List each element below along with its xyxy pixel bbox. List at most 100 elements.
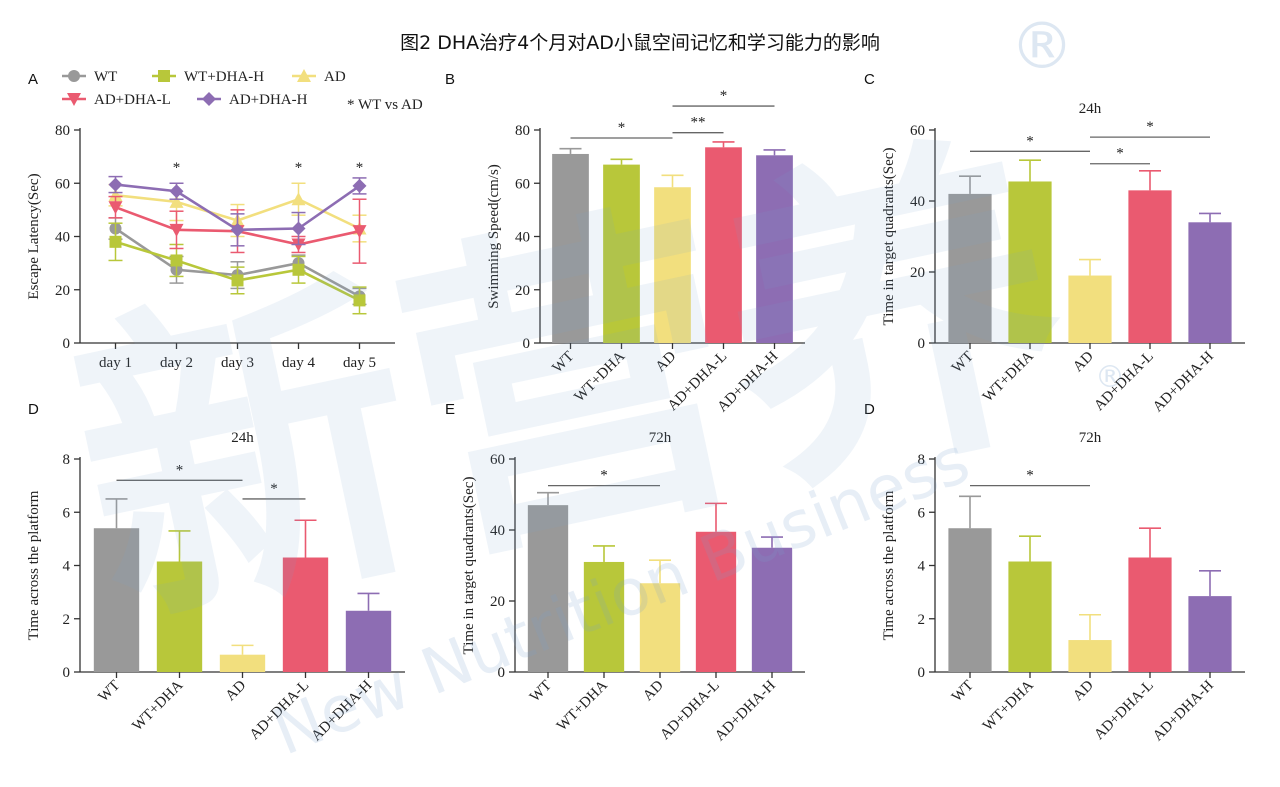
- y-tick-label: 2: [918, 612, 926, 628]
- panel-letter: D: [28, 401, 39, 418]
- legend-item-wt: WT: [62, 69, 117, 85]
- y-tick-label: 8: [63, 452, 71, 468]
- y-tick-label: 0: [918, 336, 926, 352]
- x-tick-label: AD+DHA-L: [247, 678, 313, 744]
- point-wt-dha-h: [170, 254, 183, 267]
- point-ad: [169, 194, 184, 208]
- bar-ad-dha-h: [756, 155, 793, 343]
- panel-letter: B: [445, 71, 455, 88]
- bar-wt-dha: [156, 561, 203, 672]
- y-tick-label: 0: [63, 336, 71, 352]
- x-tick-label: WT: [550, 349, 578, 377]
- legend-marker-ad-dha-l: [67, 93, 81, 106]
- y-axis-title: Escape Latency(Sec): [26, 173, 42, 299]
- x-tick-label: day 1: [99, 355, 132, 371]
- point-ad: [291, 192, 306, 206]
- chart-platform-crossings-72h: 0 2 4 6 8 Time across the platform D 72h WT WT+DH…: [864, 401, 1245, 744]
- point-ad-dha-h: [169, 184, 184, 199]
- legend-marker-wt: [68, 70, 80, 82]
- bar-wt-dha: [603, 164, 640, 343]
- legend-marker-wt-dha-h: [158, 70, 170, 82]
- y-tick-label: 40: [55, 230, 70, 246]
- bar-wt: [552, 153, 589, 343]
- bar-wt-dha: [1008, 561, 1052, 672]
- y-axis-title: Time in target quadrants(Sec): [461, 477, 477, 655]
- significance-label: *: [720, 88, 728, 104]
- y-tick-label: 80: [515, 123, 530, 139]
- subplot-title: 72h: [1079, 430, 1102, 446]
- panel-d-platform-crossings-72h: 0 2 4 6 8 Time across the platform D 72h WT WT+DH…: [850, 400, 1280, 787]
- panel-b-swimming-speed: 0 20 40 60 80 Swimming Speed(cm/s) B WT WT+DHA AD…: [430, 60, 850, 415]
- chart-target-quadrants-72h: 0 20 40 60 Time in target quadrants(Sec) E 72h…: [445, 401, 805, 744]
- point-ad-dha-h: [108, 177, 123, 192]
- point-ad-dha-l: [352, 225, 367, 239]
- bar-ad-dha-l: [1128, 557, 1172, 672]
- y-tick-label: 20: [515, 283, 530, 299]
- bar-ad-dha-h: [1188, 596, 1232, 672]
- panel-letter: A: [28, 71, 38, 88]
- x-tick-label: WT+DHA: [572, 348, 629, 405]
- significance-label: *: [1026, 133, 1034, 149]
- x-tick-label: day 4: [282, 355, 315, 371]
- bar-ad: [639, 583, 681, 672]
- y-tick-label: 40: [910, 194, 925, 210]
- bar-ad-dha-h: [751, 547, 793, 672]
- bar-wt: [948, 528, 992, 672]
- point-ad-dha-h: [291, 221, 306, 236]
- y-tick-label: 60: [910, 123, 925, 139]
- y-tick-label: 20: [910, 265, 925, 281]
- significance-label: *: [295, 160, 303, 176]
- x-tick-label: AD+DHA-L: [1091, 678, 1157, 744]
- x-tick-label: AD: [223, 677, 250, 704]
- x-tick-label: WT+DHA: [130, 677, 187, 734]
- point-ad: [108, 188, 123, 202]
- x-tick-label: WT: [949, 349, 977, 377]
- point-wt-dha-h: [231, 274, 244, 287]
- bar-ad-dha-l: [705, 147, 742, 343]
- significance-label: *: [1026, 468, 1034, 484]
- bar-wt: [93, 528, 140, 672]
- y-tick-label: 0: [63, 665, 71, 681]
- subplot-title: 24h: [231, 430, 254, 446]
- bar-wt-dha: [1008, 181, 1052, 343]
- significance-label: *: [1116, 146, 1124, 162]
- bar-ad: [219, 654, 266, 672]
- legend-label: AD: [324, 69, 346, 85]
- point-ad-dha-h: [230, 222, 245, 237]
- x-tick-label: AD: [1070, 348, 1097, 375]
- panel-d-platform-crossings-24h: 0 2 4 6 8 Time across the platform D 24h WT WT+DH…: [0, 400, 430, 787]
- x-tick-label: day 2: [160, 355, 193, 371]
- bar-ad: [1068, 275, 1112, 343]
- x-tick-label: AD+DHA-H: [712, 677, 779, 744]
- significance-label: *: [270, 481, 278, 497]
- y-tick-label: 60: [515, 176, 530, 192]
- y-tick-label: 80: [55, 123, 70, 139]
- y-tick-label: 60: [490, 452, 505, 468]
- bar-ad-dha-h: [1188, 222, 1232, 343]
- x-tick-label: WT+DHA: [980, 677, 1037, 734]
- x-tick-label: AD: [640, 677, 667, 704]
- chart-target-quadrants-24h: 0 20 40 60 Time in target quadrants(Sec) C 24h…: [864, 71, 1245, 415]
- legend-marker-ad: [297, 69, 311, 82]
- y-axis-title: Time in target quadrants(Sec): [881, 148, 897, 326]
- significance-label: *: [618, 120, 626, 136]
- point-ad-dha-h: [352, 178, 367, 193]
- significance-label: *: [176, 462, 184, 478]
- legend-label: AD+DHA-H: [229, 92, 308, 108]
- legend-item-ad-dha-h: AD+DHA-H: [197, 92, 308, 108]
- x-tick-label: day 5: [343, 355, 376, 371]
- y-tick-label: 0: [523, 336, 531, 352]
- y-axis-title: Time across the platform: [881, 490, 897, 640]
- figure-title: 图2 DHA治疗4个月对AD小鼠空间记忆和学习能力的影响: [400, 32, 880, 54]
- x-tick-label: WT: [527, 678, 555, 706]
- y-tick-label: 6: [918, 505, 926, 521]
- subplot-title: 72h: [649, 430, 672, 446]
- point-ad-dha-l: [169, 223, 184, 237]
- legend-item-ad: AD: [292, 69, 346, 85]
- bar-ad-dha-l: [695, 531, 737, 672]
- y-axis-title: Swimming Speed(cm/s): [486, 164, 502, 309]
- x-tick-label: WT: [949, 678, 977, 706]
- point-ad-dha-l: [108, 201, 123, 215]
